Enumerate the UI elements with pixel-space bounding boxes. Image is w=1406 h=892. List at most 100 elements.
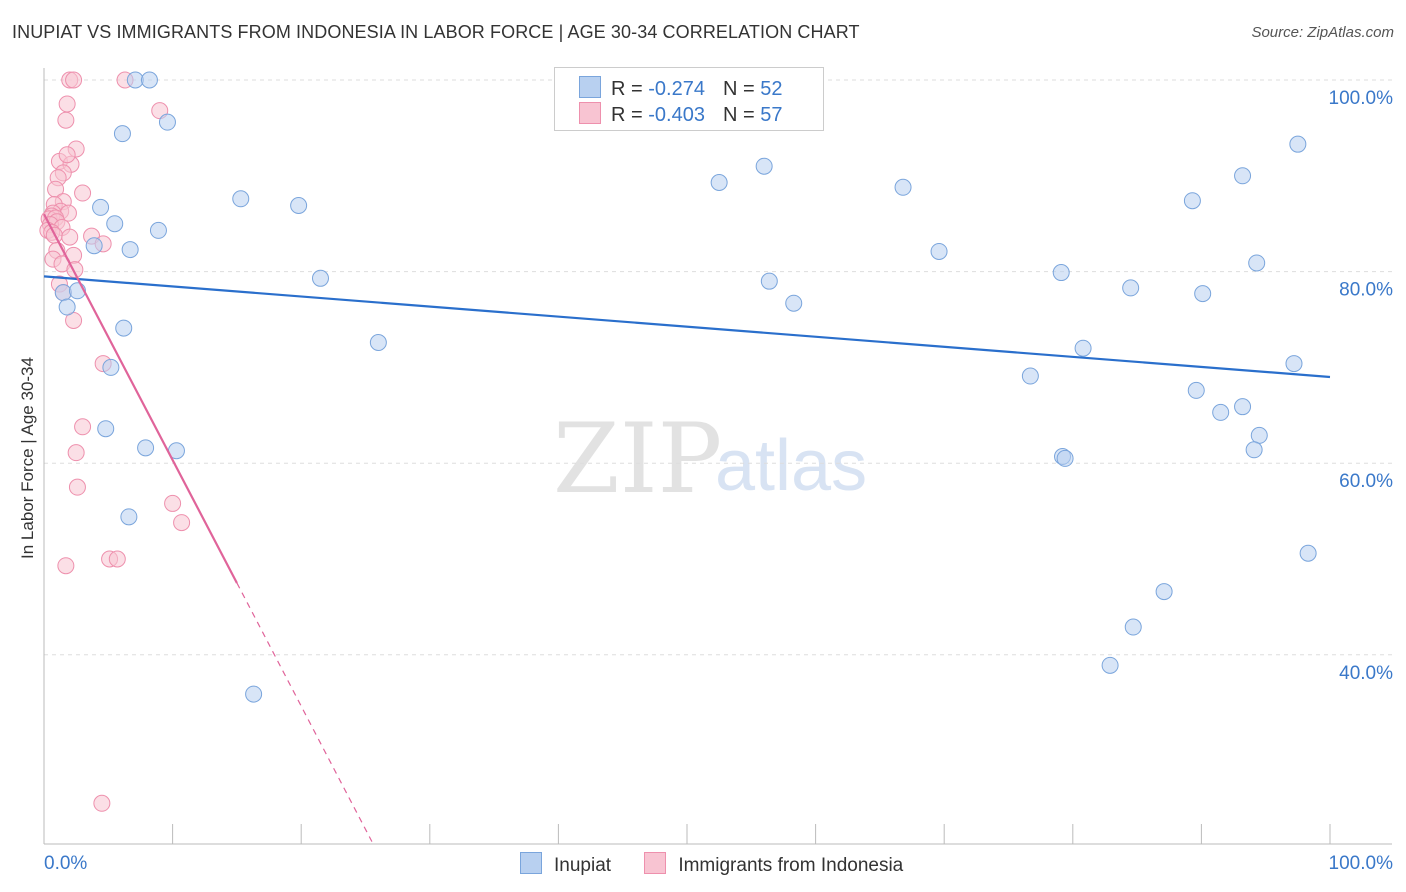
inupiat-swatch (579, 76, 601, 98)
inupiat-point (1248, 254, 1266, 272)
r-value: -0.274 (648, 78, 705, 100)
inupiat-point (894, 178, 912, 196)
inupiat-point (121, 241, 139, 259)
inupiat-point (1056, 449, 1074, 467)
inupiat-point (85, 237, 103, 255)
legend-item-indonesia: Immigrants from Indonesia (644, 852, 903, 877)
indonesia-point (164, 494, 182, 512)
inupiat-point (369, 333, 387, 351)
inupiat-point (102, 358, 120, 376)
watermark-zip: ZIP (553, 403, 722, 515)
indonesia-point (57, 557, 75, 575)
inupiat-point (58, 298, 76, 316)
y-tick-label: 60.0% (1339, 471, 1393, 492)
indonesia-point (93, 794, 111, 812)
legend-row-inupiat: R = -0.274 N = 52 (579, 76, 782, 100)
indonesia-point (74, 184, 92, 202)
inupiat-point (245, 685, 263, 703)
inupiat-point (710, 174, 728, 192)
indonesia-point (58, 146, 76, 164)
indonesia-trend-extension (236, 582, 373, 842)
inupiat-point (930, 242, 948, 260)
inupiat-point (149, 221, 167, 239)
series-legend: Inupiat Immigrants from Indonesia (520, 852, 931, 877)
tick-labels: 100.0% 80.0% 60.0% 40.0% 0.0% 100.0% (44, 88, 1393, 874)
inupiat-point (97, 420, 115, 438)
r-label: R = (611, 78, 649, 100)
legend-row-indonesia: R = -0.403 N = 57 (579, 102, 782, 126)
n-label: N = (722, 78, 761, 100)
indonesia-point (68, 478, 86, 496)
trend-lines (43, 213, 1331, 842)
indonesia-trend-line (43, 213, 238, 584)
inupiat-point (92, 198, 110, 216)
inupiat-point (1212, 403, 1230, 421)
inupiat-point (120, 508, 138, 526)
y-tick-label: 40.0% (1339, 663, 1393, 684)
inupiat-point (106, 215, 124, 233)
indonesia-swatch (579, 102, 601, 124)
indonesia-points (39, 71, 191, 812)
watermark-atlas: atlas (715, 426, 867, 506)
indonesia-point (108, 550, 126, 568)
inupiat-point (232, 190, 250, 208)
n-value: 57 (760, 104, 783, 126)
indonesia-point (74, 418, 92, 436)
inupiat-point (1187, 381, 1205, 399)
inupiat-swatch (520, 852, 542, 874)
inupiat-point (115, 319, 133, 337)
inupiat-point (1021, 367, 1039, 385)
x-tick-label: 100.0% (1329, 853, 1394, 874)
n-label: N = (722, 104, 761, 126)
inupiat-point (158, 113, 176, 131)
inupiat-point (290, 196, 308, 214)
inupiat-point (1234, 398, 1252, 416)
inupiat-point (54, 284, 72, 302)
indonesia-point (173, 514, 191, 532)
inupiat-point (140, 71, 158, 89)
r-label: R = (611, 104, 649, 126)
indonesia-swatch (644, 852, 667, 874)
x-tick-label: 0.0% (44, 853, 87, 874)
grid-lines (44, 79, 1392, 656)
indonesia-point (57, 111, 75, 129)
y-tick-label: 80.0% (1339, 280, 1393, 301)
inupiat-trend-line (43, 275, 1331, 379)
indonesia-point (58, 95, 76, 113)
inupiat-point (1122, 279, 1140, 297)
inupiat-point (137, 439, 155, 457)
inupiat-point (1285, 355, 1303, 373)
inupiat-point (1250, 426, 1268, 444)
inupiat-point (755, 157, 773, 175)
inupiat-point (1194, 285, 1212, 303)
inupiat-point (1052, 264, 1070, 282)
inupiat-point (126, 71, 144, 89)
inupiat-point (760, 272, 778, 290)
inupiat-point (1234, 167, 1252, 185)
indonesia-point (61, 228, 79, 246)
inupiat-points (54, 71, 1317, 703)
watermark: ZIP atlas (553, 403, 867, 515)
inupiat-point (1183, 192, 1201, 210)
inupiat-point (1124, 618, 1142, 636)
inupiat-point (1101, 656, 1119, 674)
inupiat-point (1245, 441, 1263, 459)
inupiat-point (113, 125, 131, 143)
legend-item-inupiat: Inupiat (520, 852, 611, 877)
indonesia-point (67, 444, 85, 462)
inupiat-point (1074, 339, 1092, 357)
chart-source: Source: ZipAtlas.com (1251, 24, 1394, 41)
inupiat-point (311, 269, 329, 287)
chart-title: INUPIAT VS IMMIGRANTS FROM INDONESIA IN … (12, 22, 860, 42)
axes (43, 68, 1392, 845)
inupiat-point (1289, 135, 1307, 153)
indonesia-point (65, 71, 83, 89)
y-tick-label: 100.0% (1329, 88, 1394, 109)
inupiat-point (785, 294, 803, 312)
legend-label-indonesia: Immigrants from Indonesia (678, 855, 904, 876)
r-value: -0.403 (648, 104, 705, 126)
inupiat-point (1155, 583, 1173, 601)
correlation-legend: R = -0.274 N = 52 R = -0.403 N = 57 (554, 67, 824, 131)
legend-label-inupiat: Inupiat (554, 855, 612, 876)
